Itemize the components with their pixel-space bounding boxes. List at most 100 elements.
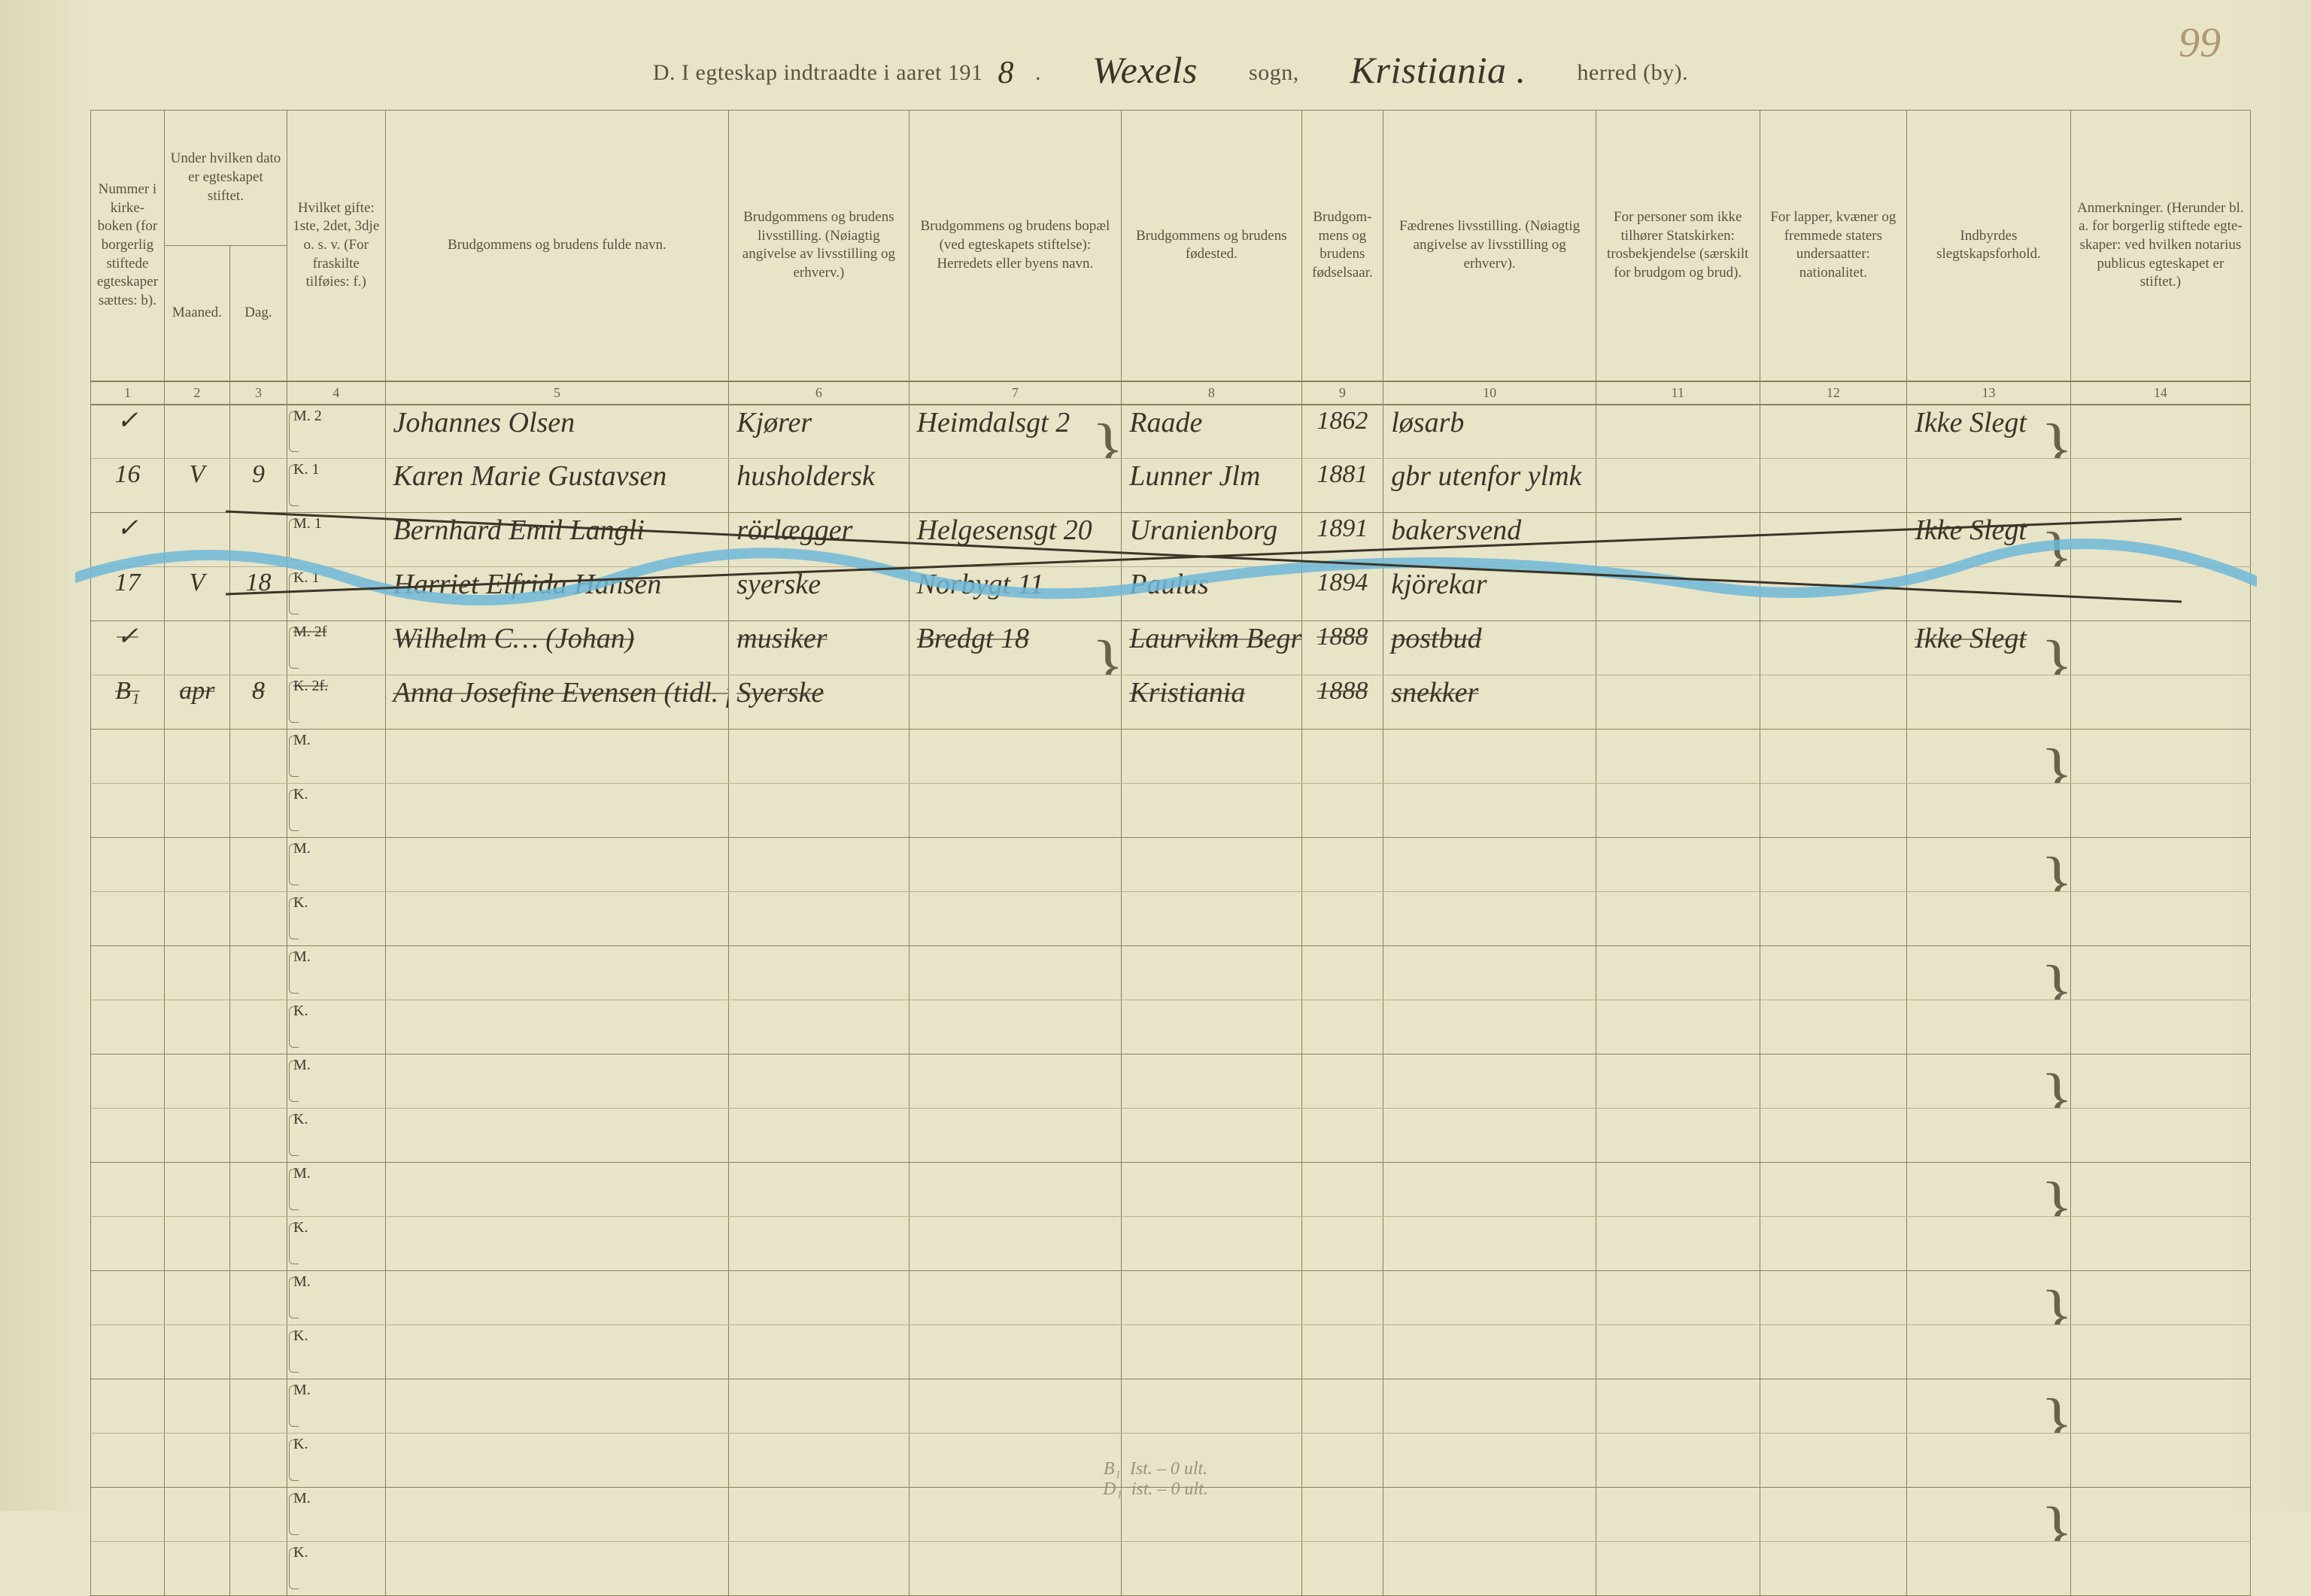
blank-cell	[729, 1379, 909, 1434]
entry-remarks	[2070, 405, 2250, 459]
blank-cell	[909, 1217, 1122, 1271]
blank-cell	[385, 1434, 729, 1488]
entry-gifte-m: M. 2	[287, 405, 386, 459]
blank-cell	[2070, 892, 2250, 946]
blank-cell	[1760, 946, 1907, 1000]
blank-cell	[91, 1379, 165, 1434]
entry-residence: Helgesensgt 20	[909, 513, 1122, 567]
blank-cell	[909, 784, 1122, 838]
entry-name: Bernhard Emil Langli	[385, 513, 729, 567]
entry-gifte-m: M. 1	[287, 513, 386, 567]
title-year-digit: 8	[983, 55, 1030, 91]
blank-cell	[1760, 784, 1907, 838]
blank-cell	[1383, 1163, 1596, 1217]
entry-dag	[229, 513, 287, 567]
blank-row: K.	[91, 1325, 2251, 1379]
entry-kinship: Ikke Slegt	[1907, 405, 2071, 459]
blank-cell	[909, 730, 1122, 784]
col-header-6: Brudgommens og brudens livsstilling. (Nø…	[729, 111, 909, 381]
page-number-handwritten: 99	[2179, 19, 2221, 67]
blank-cell	[909, 1054, 1122, 1109]
entry-lopenr: 17	[91, 567, 165, 621]
blank-cell	[1383, 1054, 1596, 1109]
blank-cell	[164, 946, 229, 1000]
blank-cell	[1907, 838, 2071, 892]
entry-father-occupation: postbud	[1383, 621, 1596, 675]
ledger-table: Nummer i kirke­boken (for bor­gerlig sti…	[90, 110, 2251, 1596]
mk-label: M.	[287, 1054, 386, 1109]
title-herred-label: herred (by).	[1578, 60, 1689, 85]
entry-occupation: Syerske	[729, 675, 909, 730]
entry-row-groom: ✓M. 1Bernhard Emil LanglirörlæggerHelges…	[91, 513, 2251, 567]
blank-cell	[909, 1163, 1122, 1217]
blank-cell	[2070, 730, 2250, 784]
entry-kinship: Ikke Slegt	[1907, 621, 2071, 675]
blank-cell	[229, 1542, 287, 1596]
entry-birthplace: Kristiania	[1122, 675, 1301, 730]
blank-cell	[1301, 784, 1383, 838]
blank-cell	[909, 1542, 1122, 1596]
entry-lopenr: B₁	[91, 675, 165, 730]
entry-name: Karen Marie Gustavsen	[385, 459, 729, 513]
colnum: 3	[229, 381, 287, 405]
blank-cell	[1122, 892, 1301, 946]
blank-cell	[1383, 946, 1596, 1000]
blank-cell	[1907, 1109, 2071, 1163]
blank-cell	[229, 946, 287, 1000]
blank-cell	[909, 892, 1122, 946]
blank-cell	[164, 1163, 229, 1217]
blank-cell	[1907, 1000, 2071, 1054]
blank-cell	[1907, 784, 2071, 838]
entry-tick: ✓	[91, 513, 165, 567]
blank-cell	[1907, 1163, 2071, 1217]
blank-row: M.	[91, 730, 2251, 784]
blank-cell	[2070, 1488, 2250, 1542]
entry-father-occupation: kjörekar	[1383, 567, 1596, 621]
blank-cell	[1122, 730, 1301, 784]
blank-cell	[1301, 1000, 1383, 1054]
entry-kinship	[1907, 567, 2071, 621]
blank-cell	[2070, 1217, 2250, 1271]
blank-row: M.	[91, 838, 2251, 892]
entry-birthyear: 1891	[1301, 513, 1383, 567]
blank-cell	[1383, 784, 1596, 838]
blank-cell	[164, 1379, 229, 1434]
blank-row: K.	[91, 784, 2251, 838]
title-sogn-value: Wexels	[1047, 48, 1243, 92]
blank-cell	[1760, 730, 1907, 784]
blank-cell	[385, 1000, 729, 1054]
blank-cell	[1907, 892, 2071, 946]
entry-religion	[1596, 567, 1760, 621]
mk-label: K.	[287, 1217, 386, 1271]
blank-cell	[229, 1000, 287, 1054]
blank-cell	[164, 784, 229, 838]
entry-religion	[1596, 675, 1760, 730]
col-header-14: Anmerkninger. (Herunder bl. a. for borge…	[2070, 111, 2250, 381]
mk-label: K.	[287, 1000, 386, 1054]
colnum: 4	[287, 381, 386, 405]
blank-cell	[1596, 1542, 1760, 1596]
blank-cell	[729, 1109, 909, 1163]
blank-cell	[1383, 1109, 1596, 1163]
blank-cell	[1596, 946, 1760, 1000]
entry-residence	[909, 675, 1122, 730]
entry-religion	[1596, 513, 1760, 567]
blank-cell	[164, 1488, 229, 1542]
blank-cell	[385, 1163, 729, 1217]
title-herred-value: Kristiania .	[1305, 48, 1572, 92]
blank-cell	[729, 1542, 909, 1596]
blank-cell	[164, 1325, 229, 1379]
colnum: 10	[1383, 381, 1596, 405]
blank-cell	[1301, 1054, 1383, 1109]
blank-cell	[1383, 1000, 1596, 1054]
blank-cell	[91, 892, 165, 946]
blank-cell	[1760, 1488, 1907, 1542]
blank-cell	[2070, 1379, 2250, 1434]
blank-cell	[385, 1271, 729, 1325]
blank-cell	[91, 1488, 165, 1542]
blank-cell	[1907, 1054, 2071, 1109]
entry-birthplace: Laurvikm Begr:	[1122, 621, 1301, 675]
blank-cell	[385, 1054, 729, 1109]
blank-cell	[385, 1488, 729, 1542]
blank-cell	[1122, 1054, 1301, 1109]
